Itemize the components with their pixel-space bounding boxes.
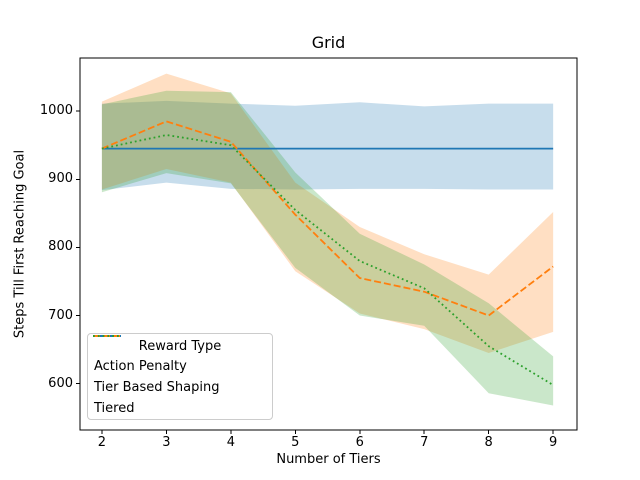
legend-title: Reward Type [138,339,222,354]
legend-item-action-penalty: Action Penalty [93,335,266,377]
legend-item-tiered: Tiered [93,335,266,419]
chart-title: Grid [311,33,346,52]
x-tick-label-9: 9 [549,435,558,450]
y-tick-label-1000: 1000 [39,103,73,119]
x-tick-label-4: 4 [226,435,235,450]
x-tick-label-5: 5 [291,435,300,450]
y-tick-label-700: 700 [48,307,73,323]
x-tick-label-6: 6 [355,435,364,450]
axes-spines [79,57,578,431]
legend-item-tier-based-shaping: Tier Based Shaping [93,335,266,398]
legend-label: Tiered [94,401,135,416]
y-tick-label-900: 900 [48,171,73,187]
confidence-band-action-penalty [101,100,554,191]
legend-line-sample-tier-based-shaping [93,335,121,337]
x-tick-label-7: 7 [420,435,429,450]
legend-label: Tier Based Shaping [94,380,220,395]
x-axis-label: Number of Tiers [276,452,381,467]
series-line-tier-based-shaping [101,120,554,317]
y-axis-label: Steps Till First Reaching Goal [12,149,28,339]
y-tick-label-600: 600 [48,375,73,391]
legend: Reward Type Action Penalty Tier Based Sha… [87,333,273,420]
legend-label: Action Penalty [94,359,187,374]
legend-line-sample-tiered [93,335,121,337]
x-tick-label-8: 8 [484,435,493,450]
confidence-band-tiered [101,90,554,406]
legend-items: Action Penalty Tier Based Shaping Tiered [93,335,266,419]
x-tick-label-2: 2 [97,435,107,450]
series-line-tiered [101,134,554,386]
x-tick-label-3: 3 [162,435,171,450]
y-tick-label-800: 800 [48,239,73,255]
confidence-band-tier-based-shaping [101,73,554,354]
